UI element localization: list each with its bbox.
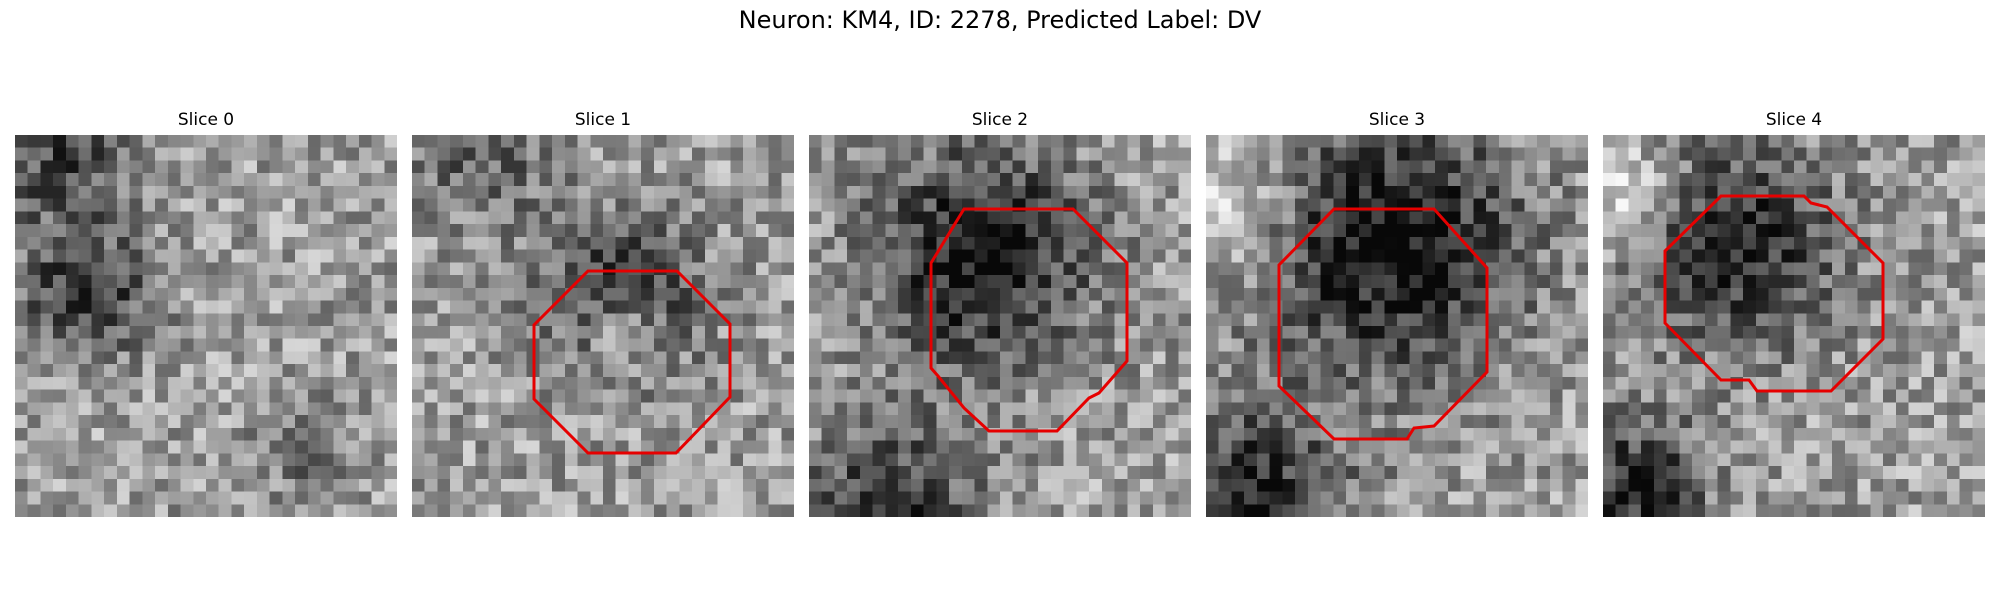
- slice-image-4: [1603, 135, 1985, 517]
- slice-title-0: Slice 0: [177, 110, 235, 130]
- slice-title-3: Slice 3: [1368, 110, 1426, 130]
- slice-panel-2: Slice 2: [809, 109, 1191, 517]
- slice-title-4: Slice 4: [1765, 110, 1823, 130]
- slice-image-3: [1206, 135, 1588, 517]
- slice-panel-1: Slice 1: [412, 109, 794, 517]
- slice-panel-0: Slice 0: [15, 109, 397, 517]
- slice-pixels-3: [1206, 135, 1588, 517]
- figure-title: Neuron: KM4, ID: 2278, Predicted Label: …: [738, 6, 1262, 34]
- slice-pixels-0: [15, 135, 397, 517]
- slice-panel-3: Slice 3: [1206, 109, 1588, 517]
- slice-image-2: [809, 135, 1191, 517]
- slice-title-1: Slice 1: [574, 110, 632, 130]
- slice-panel-4: Slice 4: [1603, 109, 1985, 517]
- slice-image-1: [412, 135, 794, 517]
- roi-outline-1: [532, 269, 732, 455]
- slice-image-0: [15, 135, 397, 517]
- slice-title-2: Slice 2: [971, 110, 1029, 130]
- roi-outline-2: [929, 207, 1129, 433]
- roi-outline-3: [1277, 207, 1489, 441]
- roi-outline-4: [1663, 194, 1885, 393]
